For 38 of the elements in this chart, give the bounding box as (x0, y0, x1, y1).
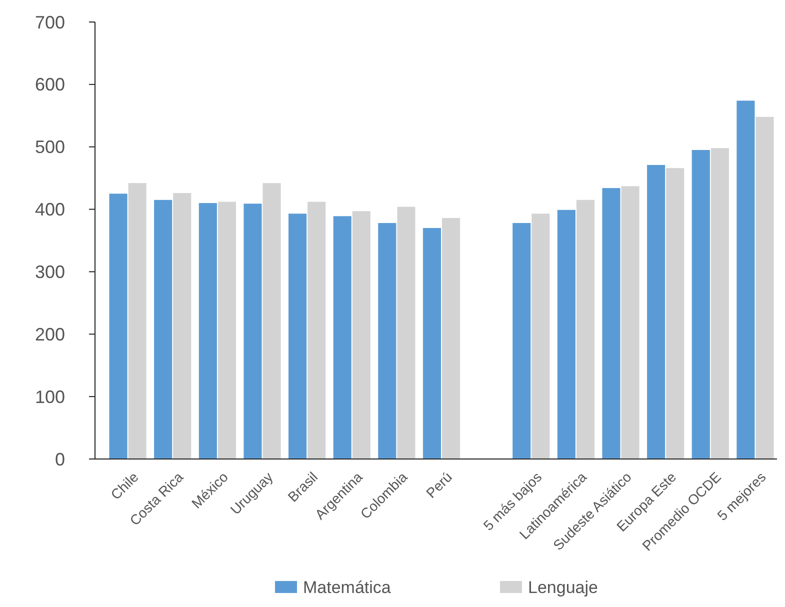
bar (218, 202, 236, 459)
bar (173, 193, 192, 459)
bar (756, 116, 774, 459)
bar (621, 186, 640, 459)
bar (710, 148, 729, 459)
bar (736, 100, 755, 459)
bar (352, 211, 370, 459)
bar (442, 218, 460, 459)
legend-label: Lenguaje (528, 578, 598, 597)
bar (288, 214, 307, 459)
y-tick-label: 300 (34, 262, 65, 282)
y-tick-label: 400 (34, 200, 65, 220)
y-tick-label: 500 (34, 137, 65, 158)
y-tick-label: 200 (34, 324, 65, 344)
bar (333, 216, 352, 459)
y-tick-label: 700 (34, 12, 65, 32)
bar (602, 188, 620, 459)
bar (576, 200, 594, 459)
bar (198, 203, 217, 459)
bar (154, 200, 172, 459)
bar (244, 204, 262, 459)
bar (692, 150, 710, 459)
legend-label: Matemática (303, 578, 392, 597)
bar (666, 168, 684, 459)
bar (557, 210, 576, 459)
bar (397, 206, 416, 459)
bar (109, 194, 128, 459)
y-tick-label: 100 (34, 386, 65, 407)
bar (422, 228, 441, 459)
bar (378, 223, 396, 459)
bar (647, 164, 666, 459)
bar (262, 183, 281, 459)
bar (512, 223, 531, 459)
y-tick-label: 0 (54, 449, 65, 470)
bar (532, 214, 550, 459)
bar (128, 183, 146, 459)
bar (308, 202, 326, 459)
y-tick-label: 600 (34, 74, 65, 95)
